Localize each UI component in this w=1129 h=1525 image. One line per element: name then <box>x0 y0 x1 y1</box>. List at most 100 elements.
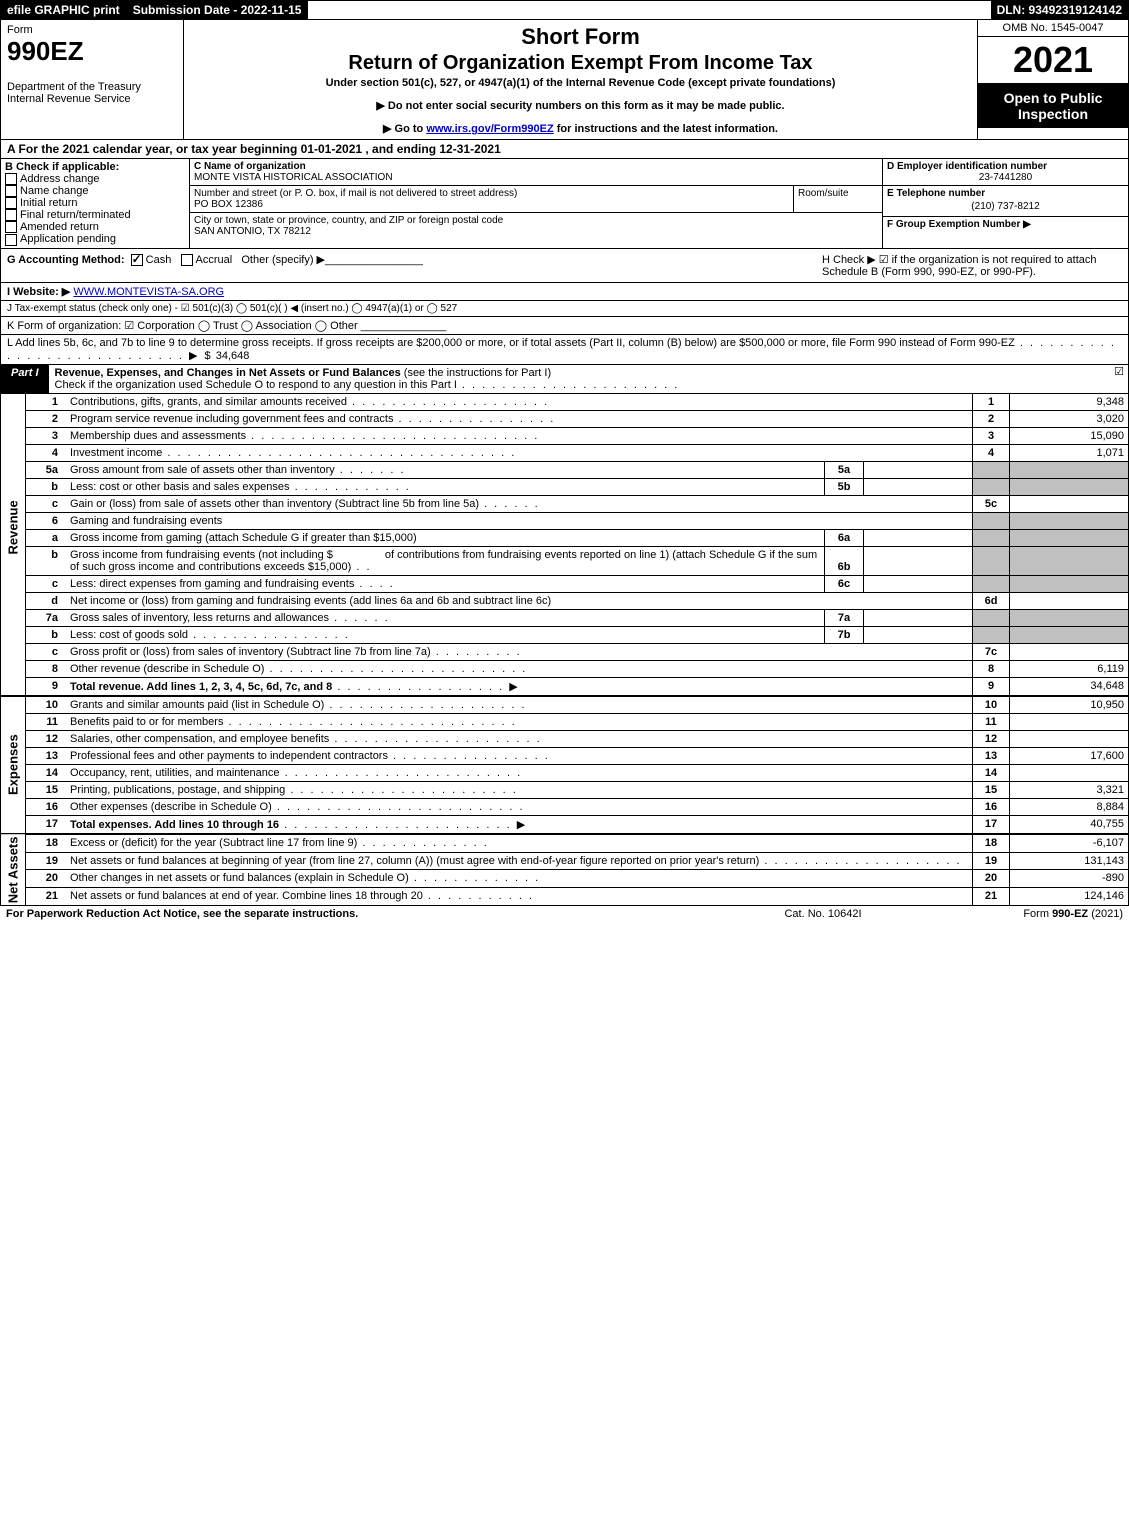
street-row: Number and street (or P. O. box, if mail… <box>190 186 882 213</box>
l-amount: 34,648 <box>213 350 250 362</box>
room-suite-label: Room/suite <box>794 186 882 212</box>
chk-cash[interactable] <box>131 254 143 266</box>
goto-instructions: ▶ Go to www.irs.gov/Form990EZ for instru… <box>190 122 971 135</box>
line-7b: b Less: cost of goods sold . . . . . . .… <box>1 626 1129 643</box>
chk-name-change[interactable]: Name change <box>5 185 185 197</box>
form-number: 990EZ <box>7 36 177 67</box>
line-5a: 5a Gross amount from sale of assets othe… <box>1 461 1129 478</box>
line-20: 20 Other changes in net assets or fund b… <box>1 870 1129 888</box>
city-label: City or town, state or province, country… <box>194 215 878 226</box>
part-i-title: Revenue, Expenses, and Changes in Net As… <box>55 367 401 379</box>
website-link[interactable]: WWW.MONTEVISTA-SA.ORG <box>73 286 224 298</box>
arrow-icon: ▶ <box>517 819 525 831</box>
form-subtitle: Under section 501(c), 527, or 4947(a)(1)… <box>190 77 971 89</box>
section-gh: G Accounting Method: Cash Accrual Other … <box>0 249 1129 283</box>
goto-suffix: for instructions and the latest informat… <box>554 123 778 135</box>
short-form-title: Short Form <box>190 24 971 50</box>
line-6c: c Less: direct expenses from gaming and … <box>1 575 1129 592</box>
line-10: Expenses 10 Grants and similar amounts p… <box>1 696 1129 714</box>
line-15: 15 Printing, publications, postage, and … <box>1 781 1129 798</box>
line-14: 14 Occupancy, rent, utilities, and maint… <box>1 764 1129 781</box>
line-4: 4 Investment income . . . . . . . . . . … <box>1 444 1129 461</box>
chk-final-return[interactable]: Final return/terminated <box>5 209 185 221</box>
revenue-label: Revenue <box>1 394 26 661</box>
section-j: J Tax-exempt status (check only one) - ☑… <box>0 301 1129 317</box>
part-i-table: Revenue 1 Contributions, gifts, grants, … <box>0 394 1129 907</box>
line-7c: c Gross profit or (loss) from sales of i… <box>1 643 1129 660</box>
tel-label: E Telephone number <box>887 188 1124 199</box>
chk-initial-return[interactable]: Initial return <box>5 197 185 209</box>
group-exemption-label: F Group Exemption Number ▶ <box>887 219 1124 230</box>
line-1: Revenue 1 Contributions, gifts, grants, … <box>1 394 1129 411</box>
ssn-warning: ▶ Do not enter social security numbers o… <box>190 99 971 112</box>
top-bar: efile GRAPHIC print Submission Date - 20… <box>0 0 1129 20</box>
section-g: G Accounting Method: Cash Accrual Other … <box>1 249 816 282</box>
header-center: Short Form Return of Organization Exempt… <box>184 20 978 139</box>
chk-amended-return[interactable]: Amended return <box>5 221 185 233</box>
topbar-spacer <box>308 1 990 19</box>
line-19-amount: 131,143 <box>1010 852 1129 870</box>
part-i-check-text: Check if the organization used Schedule … <box>55 379 457 391</box>
line-16-amount: 8,884 <box>1010 798 1129 815</box>
line-17: 17 Total expenses. Add lines 10 through … <box>1 815 1129 834</box>
b-label: B Check if applicable: <box>5 161 185 173</box>
line-8-amount: 6,119 <box>1010 660 1129 677</box>
part-i-checkbox[interactable]: ☑ <box>1104 365 1128 393</box>
header-right: OMB No. 1545-0047 2021 Open to Public In… <box>978 20 1128 139</box>
line-16: 16 Other expenses (describe in Schedule … <box>1 798 1129 815</box>
section-c: C Name of organization MONTE VISTA HISTO… <box>190 159 882 248</box>
form-header: Form 990EZ Department of the Treasury In… <box>0 20 1129 140</box>
chk-address-change[interactable]: Address change <box>5 173 185 185</box>
chk-accrual[interactable] <box>181 254 193 266</box>
form-title: Return of Organization Exempt From Incom… <box>190 52 971 75</box>
section-l: L Add lines 5b, 6c, and 7b to line 9 to … <box>0 335 1129 365</box>
section-bcdef: B Check if applicable: Address change Na… <box>0 159 1129 249</box>
section-k: K Form of organization: ☑ Corporation ◯ … <box>0 317 1129 335</box>
line-18-amount: -6,107 <box>1010 834 1129 852</box>
line-1-amount: 9,348 <box>1010 394 1129 411</box>
line-4-amount: 1,071 <box>1010 444 1129 461</box>
tel-value: (210) 737-8212 <box>887 199 1124 214</box>
section-i: I Website: ▶ WWW.MONTEVISTA-SA.ORG <box>0 283 1129 301</box>
cat-number: Cat. No. 10642I <box>723 908 923 920</box>
line-6d: d Net income or (loss) from gaming and f… <box>1 592 1129 609</box>
section-h: H Check ▶ ☑ if the organization is not r… <box>816 249 1128 282</box>
line-11: 11 Benefits paid to or for members . . .… <box>1 713 1129 730</box>
line-19: 19 Net assets or fund balances at beginn… <box>1 852 1129 870</box>
netassets-label: Net Assets <box>1 834 26 906</box>
submission-date-cell: Submission Date - 2022-11-15 <box>127 1 309 19</box>
tel-block: E Telephone number (210) 737-8212 <box>883 186 1128 217</box>
section-a-tax-year: A For the 2021 calendar year, or tax yea… <box>0 140 1129 159</box>
tax-year: 2021 <box>978 37 1128 84</box>
irs-link[interactable]: www.irs.gov/Form990EZ <box>426 123 553 135</box>
org-name: MONTE VISTA HISTORICAL ASSOCIATION <box>194 172 878 183</box>
line-17-amount: 40,755 <box>1010 815 1129 834</box>
line-13-amount: 17,600 <box>1010 747 1129 764</box>
chk-application-pending[interactable]: Application pending <box>5 233 185 245</box>
org-name-label: C Name of organization <box>194 161 878 172</box>
page-footer: For Paperwork Reduction Act Notice, see … <box>0 906 1129 922</box>
part-i-paren: (see the instructions for Part I) <box>401 367 551 379</box>
line-13: 13 Professional fees and other payments … <box>1 747 1129 764</box>
line-9: 9 Total revenue. Add lines 1, 2, 3, 4, 5… <box>1 677 1129 696</box>
i-label: I Website: ▶ <box>7 286 70 298</box>
line-2-amount: 3,020 <box>1010 410 1129 427</box>
efile-print-button[interactable]: efile GRAPHIC print <box>1 1 127 19</box>
line-3: 3 Membership dues and assessments . . . … <box>1 427 1129 444</box>
city-row: City or town, state or province, country… <box>190 213 882 248</box>
part-i-header: Part I Revenue, Expenses, and Changes in… <box>0 365 1129 394</box>
line-9-amount: 34,648 <box>1010 677 1129 696</box>
line-5c: c Gain or (loss) from sale of assets oth… <box>1 495 1129 512</box>
part-i-tag: Part I <box>1 365 49 393</box>
l-text: L Add lines 5b, 6c, and 7b to line 9 to … <box>7 337 1015 349</box>
line-6b: b Gross income from fundraising events (… <box>1 546 1129 575</box>
line-12: 12 Salaries, other compensation, and emp… <box>1 730 1129 747</box>
line-15-amount: 3,321 <box>1010 781 1129 798</box>
open-to-public: Open to Public Inspection <box>978 84 1128 128</box>
ein-label: D Employer identification number <box>887 161 1124 172</box>
group-exemption-block: F Group Exemption Number ▶ <box>883 217 1128 232</box>
expenses-label: Expenses <box>1 696 26 834</box>
line-7a: 7a Gross sales of inventory, less return… <box>1 609 1129 626</box>
section-def: D Employer identification number 23-7441… <box>882 159 1128 248</box>
line-8: 8 Other revenue (describe in Schedule O)… <box>1 660 1129 677</box>
